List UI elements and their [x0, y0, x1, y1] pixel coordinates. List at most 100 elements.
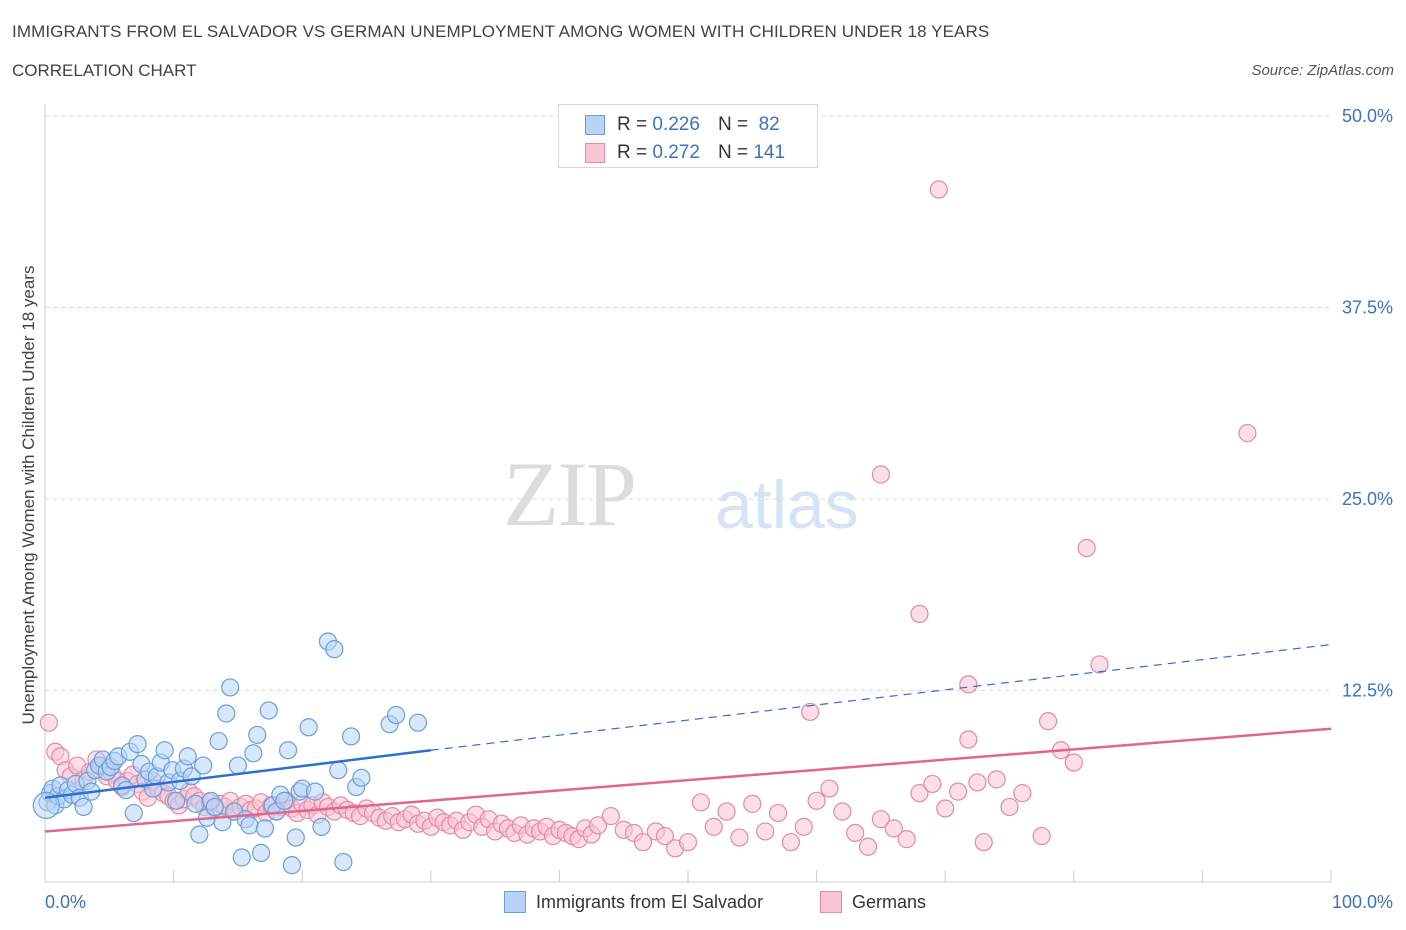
data-point	[278, 741, 298, 760]
series-el-salvador	[32, 632, 428, 875]
data-point	[717, 802, 736, 821]
data-point	[897, 830, 916, 849]
trend-line-el-salvador-extension	[430, 643, 1332, 751]
data-point	[305, 782, 325, 801]
data-point	[178, 747, 197, 766]
data-point	[124, 803, 143, 823]
data-point	[190, 825, 209, 844]
data-point	[1032, 826, 1051, 846]
data-point	[312, 817, 331, 836]
y-tick-label: 50.0%	[1342, 106, 1393, 126]
data-point	[1064, 753, 1083, 772]
trend-lines	[44, 643, 1332, 833]
data-point	[334, 852, 353, 872]
data-point	[987, 770, 1006, 789]
series-germans	[39, 180, 1257, 858]
watermark-zip: ZIP	[503, 443, 635, 545]
data-point	[833, 802, 852, 821]
legend-n-label: N =	[717, 142, 749, 163]
data-point	[1077, 538, 1096, 558]
legend-n-value: 82	[758, 114, 780, 135]
trend-line-germans	[44, 727, 1332, 833]
data-point	[846, 823, 865, 843]
data-point	[929, 180, 948, 199]
data-point	[325, 640, 344, 659]
x-tick-label-max: 100.0%	[1332, 892, 1393, 912]
data-point	[352, 768, 371, 787]
data-point	[923, 774, 942, 794]
data-point	[871, 810, 891, 829]
data-point	[299, 718, 318, 737]
data-point	[781, 833, 800, 852]
data-point	[974, 833, 993, 852]
data-point	[807, 791, 826, 810]
data-point	[186, 794, 205, 813]
data-point	[936, 799, 955, 818]
y-tick-label: 37.5%	[1342, 298, 1393, 318]
data-point	[167, 791, 186, 810]
bottom-legend-label: Germans	[852, 891, 927, 912]
data-point	[205, 797, 224, 817]
y-tick-labels: 12.5% 25.0% 37.5% 50.0%	[1342, 106, 1393, 701]
x-tick-label-min: 0.0%	[45, 892, 86, 912]
data-point	[32, 791, 60, 820]
data-point	[259, 701, 278, 720]
bottom-legend-germans: Germans	[820, 890, 926, 914]
data-point	[968, 773, 987, 792]
data-point	[1013, 784, 1032, 803]
data-point	[704, 817, 723, 836]
data-point	[155, 741, 174, 760]
legend-swatch-pink	[585, 143, 605, 163]
x-ticks	[44, 870, 1332, 882]
legend-r-label: R =	[617, 114, 648, 135]
watermark-atlas: atlas	[715, 467, 859, 543]
data-point	[116, 780, 136, 800]
data-point	[282, 856, 302, 875]
grid-lines	[45, 115, 1331, 691]
data-point	[794, 817, 813, 836]
data-point	[871, 465, 891, 484]
trend-line-el-salvador	[44, 749, 431, 799]
y-axis-title: Unemployment Among Women with Children U…	[19, 266, 38, 725]
y-tick-label: 25.0%	[1342, 489, 1393, 509]
bottom-legend-label: Immigrants from El Salvador	[536, 891, 764, 912]
data-point	[959, 675, 978, 694]
data-point	[691, 793, 710, 812]
data-point	[678, 833, 698, 852]
data-point	[801, 702, 820, 722]
data-point	[768, 803, 788, 823]
data-point	[74, 797, 93, 817]
data-point	[884, 819, 903, 838]
data-point	[286, 828, 305, 847]
legend-r-value: 0.272	[652, 142, 700, 163]
watermark: ZIP atlas	[503, 443, 859, 545]
data-point	[128, 735, 147, 754]
stats-legend-row-germans: R = 0.272 N = 141	[585, 141, 785, 165]
bottom-legend-el-salvador: Immigrants from El Salvador	[504, 890, 763, 914]
data-point	[221, 678, 240, 697]
data-point	[248, 725, 267, 745]
stats-legend-row-el-salvador: R = 0.226 N = 82	[585, 113, 780, 137]
data-point	[329, 761, 348, 780]
legend-n-value: 141	[753, 142, 786, 163]
data-point	[601, 807, 620, 826]
data-point	[858, 837, 878, 856]
legend-r-label: R =	[617, 142, 648, 163]
data-point	[341, 727, 361, 746]
chart-subtitle: CORRELATION CHART	[12, 61, 197, 80]
data-point	[408, 713, 428, 732]
data-point	[275, 791, 294, 810]
data-point	[910, 784, 929, 803]
chart-title: IMMIGRANTS FROM EL SALVADOR VS GERMAN UN…	[12, 22, 990, 41]
source-label: Source: ZipAtlas.com	[1251, 62, 1394, 79]
data-point	[255, 819, 275, 838]
legend-r-value: 0.226	[652, 114, 700, 135]
data-point	[244, 744, 263, 763]
data-point	[1090, 655, 1109, 674]
data-point	[1000, 797, 1019, 817]
data-point	[730, 828, 749, 847]
stats-legend: R = 0.226 N = 82 R = 0.272 N = 141	[558, 104, 818, 168]
legend-swatch-blue	[585, 115, 605, 135]
data-point	[194, 756, 213, 775]
